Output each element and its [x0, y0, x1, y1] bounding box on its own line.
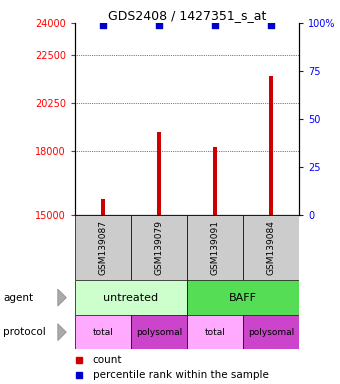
Bar [101, 199, 105, 215]
Text: total: total [205, 328, 225, 337]
Bar [187, 215, 243, 280]
Bar [187, 280, 299, 315]
Point [100, 22, 105, 28]
Bar [157, 132, 161, 215]
Text: protocol: protocol [3, 327, 46, 337]
Title: GDS2408 / 1427351_s_at: GDS2408 / 1427351_s_at [108, 9, 266, 22]
Polygon shape [58, 289, 66, 306]
Text: BAFF: BAFF [229, 293, 257, 303]
Text: percentile rank within the sample: percentile rank within the sample [93, 370, 269, 381]
Bar [243, 215, 299, 280]
Bar [75, 315, 131, 349]
Bar [187, 315, 243, 349]
Text: untreated: untreated [103, 293, 158, 303]
Polygon shape [58, 324, 66, 341]
Bar [269, 76, 273, 215]
Text: polysomal: polysomal [136, 328, 182, 337]
Bar [131, 215, 187, 280]
Text: GSM139091: GSM139091 [210, 220, 220, 275]
Bar [213, 147, 217, 215]
Text: agent: agent [3, 293, 34, 303]
Bar [243, 315, 299, 349]
Text: total: total [92, 328, 113, 337]
Text: GSM139079: GSM139079 [154, 220, 164, 275]
Bar [75, 215, 131, 280]
Text: count: count [93, 355, 122, 365]
Text: polysomal: polysomal [248, 328, 294, 337]
Text: GSM139087: GSM139087 [98, 220, 107, 275]
Point [156, 22, 162, 28]
Point [212, 22, 218, 28]
Bar [75, 280, 187, 315]
Point [268, 22, 274, 28]
Bar [131, 315, 187, 349]
Text: GSM139084: GSM139084 [267, 220, 276, 275]
